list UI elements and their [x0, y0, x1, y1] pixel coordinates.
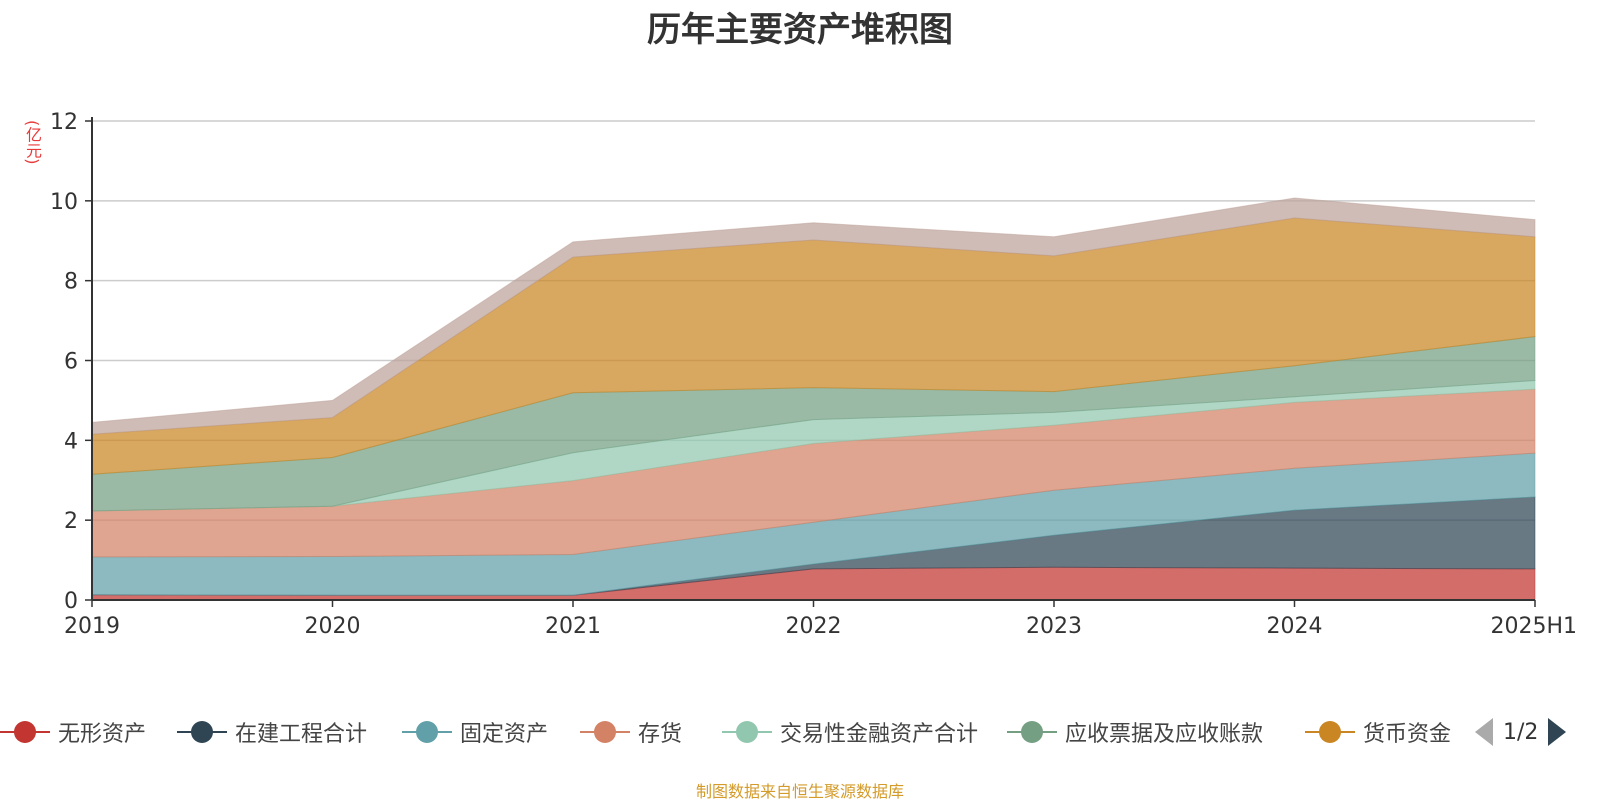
legend-label: 存货	[638, 722, 683, 747]
axes: 0 2 4 6 8 10 12 2019 2020 2021 2022 2023 2024 2025H1	[50, 110, 1577, 639]
x-tick-label: 2023	[1026, 614, 1082, 639]
legend-label: 交易性金融资产合计	[780, 722, 979, 747]
legend-marker-icon	[1007, 720, 1057, 744]
legend-marker-icon	[0, 720, 50, 744]
legend-item-6[interactable]: 应收票据及应收账款	[1007, 712, 1263, 752]
chart-title: 历年主要资产堆积图	[647, 10, 953, 50]
legend-item-7[interactable]: 货币资金	[1305, 712, 1451, 752]
source-note: 制图数据来自恒生聚源数据库	[695, 782, 904, 801]
legend-item-2[interactable]: 在建工程合计	[177, 712, 367, 752]
legend-item-3[interactable]: 固定资产	[402, 712, 548, 752]
legend-label: 货币资金	[1363, 722, 1452, 747]
legend: 1/2 无形资产 在建工程合计 固定资产 存货 交易性金融资产合计 应收票据及应收账款 货币…	[0, 712, 1600, 752]
stacked-area-chart: 0 2 4 6 8 10 12 2019 2020 2021 2022 2023 2024 2025H1	[50, 110, 1577, 639]
legend-next-page-icon[interactable]	[1548, 718, 1567, 746]
y-tick-label: 4	[64, 429, 78, 454]
x-tick-label: 2022	[786, 614, 842, 639]
legend-marker-icon	[177, 720, 227, 744]
legend-marker-icon	[580, 720, 630, 744]
x-tick-label: 2025H1	[1490, 614, 1577, 639]
legend-label: 在建工程合计	[235, 722, 368, 747]
y-tick-label: 0	[64, 589, 78, 614]
x-tick-label: 2021	[545, 614, 601, 639]
legend-pager: 1/2	[1475, 712, 1567, 752]
area-series-8[interactable]	[91, 197, 1536, 435]
legend-label: 固定资产	[460, 722, 549, 747]
y-tick-label: 8	[64, 270, 78, 295]
legend-marker-icon	[402, 720, 452, 744]
legend-page-indicator: 1/2	[1503, 719, 1539, 745]
y-tick-label: 10	[50, 190, 78, 215]
x-tick-label: 2024	[1267, 614, 1323, 639]
y-tick-label: 6	[64, 350, 78, 375]
legend-label: 应收票据及应收账款	[1065, 722, 1264, 747]
legend-item-5[interactable]: 交易性金融资产合计	[722, 712, 978, 752]
legend-marker-icon	[722, 720, 772, 744]
y-axis-unit-label: (亿元)	[23, 120, 42, 165]
x-tick-label: 2020	[305, 614, 361, 639]
area-series	[91, 197, 1536, 601]
legend-marker-icon	[1305, 720, 1355, 744]
y-tick-label: 12	[50, 110, 78, 135]
legend-item-4[interactable]: 存货	[580, 712, 682, 752]
legend-prev-page-icon[interactable]	[1475, 718, 1493, 746]
legend-item-1[interactable]: 无形资产	[0, 712, 146, 752]
x-tick-label: 2019	[64, 614, 120, 639]
y-tick-label: 2	[64, 509, 78, 534]
legend-label: 无形资产	[58, 722, 147, 747]
